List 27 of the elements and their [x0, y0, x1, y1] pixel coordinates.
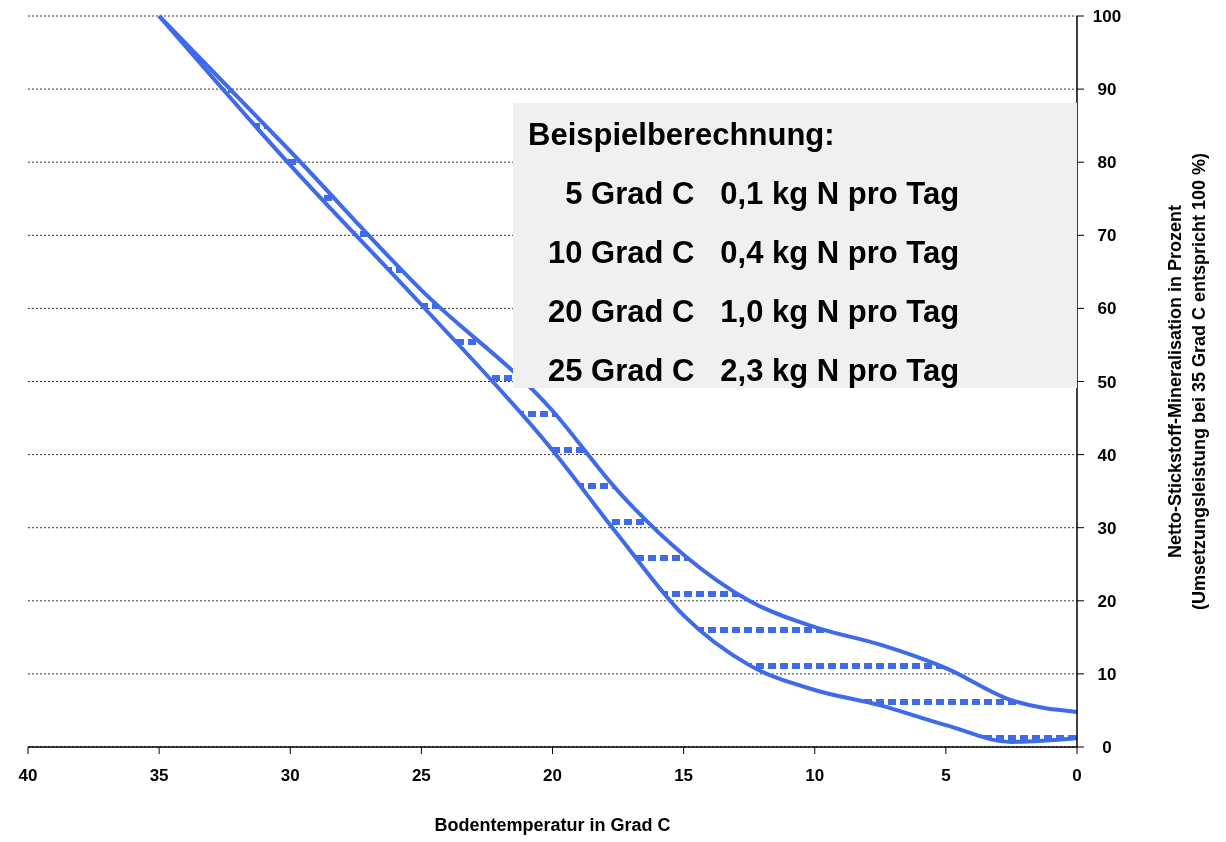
annotation: 10 Grad C 0,4 kg N pro Tag: [548, 235, 960, 270]
y-tick-label: 60: [1097, 299, 1117, 319]
x-tick-label: 20: [543, 766, 562, 785]
y-tick-label: 100: [1092, 7, 1122, 26]
x-tick-label: 35: [149, 766, 169, 785]
annotation: Beispielberechnung:: [528, 117, 835, 152]
annotation: 20 Grad C 1,0 kg N pro Tag: [548, 294, 960, 329]
x-tick-label: 30: [280, 766, 300, 785]
annotation: 5 Grad C 0,1 kg N pro Tag: [548, 176, 960, 211]
y-axis-title: Netto-Stickstoff-Mineralisation in Prozent (Umsetzungsleistung bei 35 Grad C entspricht 100 %): [1165, 152, 1209, 611]
x-tick-label: 5: [941, 766, 951, 785]
annotation: 25 Grad C 2,3 kg N pro Tag: [548, 353, 960, 388]
y-tick-label: 30: [1097, 518, 1117, 538]
y-tick-label: 70: [1097, 226, 1117, 246]
y-tick-label: 0: [1102, 738, 1112, 757]
y-tick-label: 50: [1097, 372, 1117, 392]
y-tick-label: 20: [1097, 591, 1117, 611]
x-tick-label: 15: [674, 766, 694, 785]
x-tick-label: 10: [805, 766, 825, 785]
y-tick-label: 90: [1097, 80, 1117, 100]
y-tick-label: 40: [1097, 445, 1117, 465]
x-axis-title: Bodentemperatur in Grad C: [434, 815, 671, 835]
y-tick-label: 80: [1097, 153, 1117, 173]
y-tick-label: 10: [1097, 664, 1117, 684]
x-tick-label: 0: [1072, 766, 1082, 785]
x-tick-label: 25: [411, 766, 431, 785]
x-tick-label: 40: [18, 766, 38, 785]
